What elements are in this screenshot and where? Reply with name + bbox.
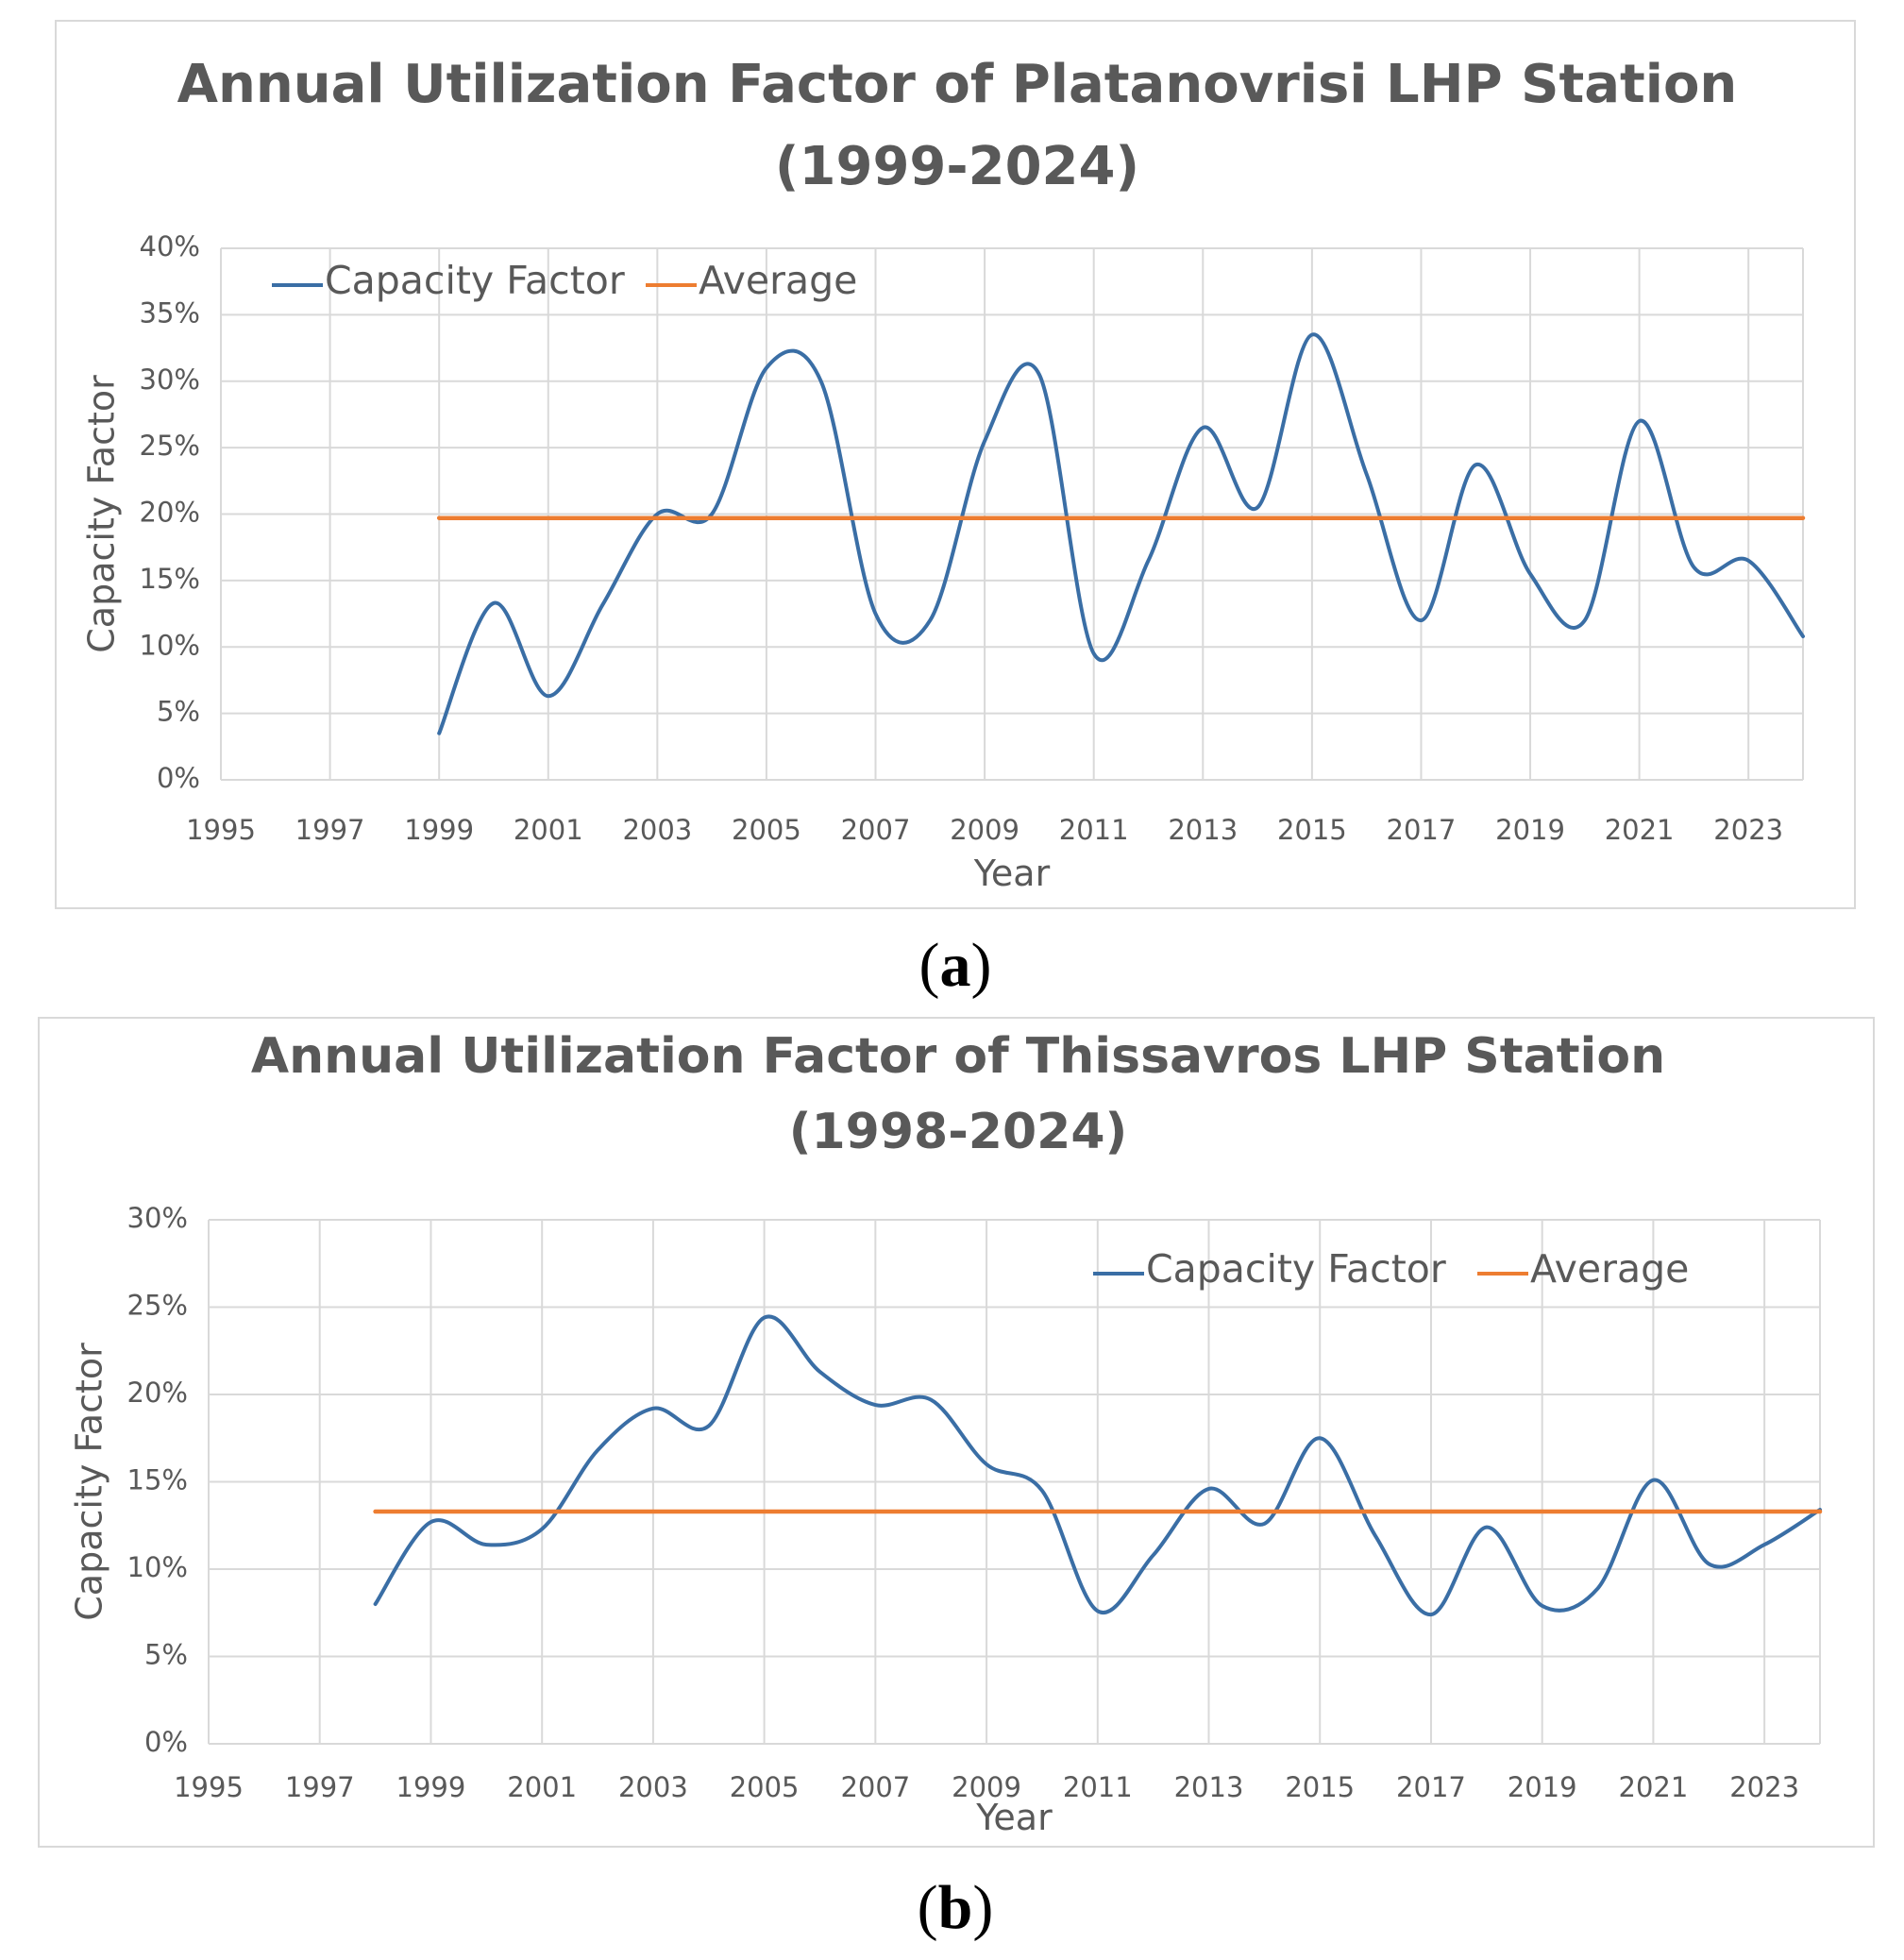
chart-b-y-tick: 20%	[127, 1377, 188, 1409]
chart-a-legend-label: Capacity Factor	[325, 258, 625, 303]
chart-a-x-tick: 2015	[1277, 814, 1347, 846]
chart-b-y-tick: 15%	[127, 1464, 188, 1496]
chart-a-legend-item: Capacity Factor	[272, 258, 625, 303]
chart-a-y-tick: 5%	[157, 696, 200, 728]
chart-b-legend-item: Capacity Factor	[1093, 1246, 1446, 1292]
chart-a-y-tick: 35%	[140, 296, 200, 329]
chart-b-x-tick: 2001	[507, 1771, 577, 1803]
chart-a-y-tick: 40%	[140, 230, 200, 262]
chart-a-series-capacity-factor	[437, 332, 1805, 735]
chart-a-y-tick: 15%	[140, 563, 200, 595]
chart-b-legend-label: Average	[1530, 1246, 1689, 1292]
caption-a-letter: a	[939, 931, 971, 1000]
chart-b-y-tick: 30%	[127, 1202, 188, 1234]
chart-b-y-tick: 5%	[144, 1639, 188, 1671]
chart-a-x-tick: 2021	[1605, 814, 1675, 846]
chart-b-svg: Annual Utilization Factor of Thissavros …	[69, 1028, 1823, 1838]
chart-b-x-tick: 2019	[1508, 1771, 1577, 1803]
chart-b-y-tick: 0%	[144, 1726, 188, 1758]
chart-b-x-tick: 2021	[1619, 1771, 1689, 1803]
chart-a-x-axis-title: Year	[973, 853, 1051, 894]
chart-b-x-tick: 2015	[1285, 1771, 1355, 1803]
chart-a-x-tick: 2007	[841, 814, 911, 846]
chart-b-x-tick: 2005	[730, 1771, 800, 1803]
chart-a-x-tick: 2011	[1059, 814, 1129, 846]
chart-a-x-tick: 2003	[622, 814, 692, 846]
chart-b-legend-item: Average	[1477, 1246, 1689, 1292]
chart-b-title-line2: (1998-2024)	[789, 1104, 1128, 1160]
chart-a-x-tick: 2001	[514, 814, 583, 846]
chart-a-x-tick: 2009	[950, 814, 1019, 846]
chart-a-y-tick: 20%	[140, 497, 200, 529]
chart-a-x-tick: 2017	[1387, 814, 1457, 846]
chart-b-x-tick: 1999	[396, 1771, 466, 1803]
chart-a-legend-label: Average	[699, 258, 857, 303]
caption-b-letter: b	[937, 1873, 973, 1942]
chart-a-x-tick: 1995	[186, 814, 256, 846]
chart-a-x-tick: 2023	[1713, 814, 1783, 846]
chart-a-title-line1: Annual Utilization Factor of Platanovris…	[177, 54, 1738, 115]
chart-b-x-tick: 2013	[1174, 1771, 1244, 1803]
chart-b-y-axis-title: Capacity Factor	[69, 1343, 110, 1621]
chart-b-x-tick: 2011	[1063, 1771, 1133, 1803]
chart-b-x-tick: 2003	[618, 1771, 688, 1803]
chart-a-title-line2: (1999-2024)	[775, 136, 1139, 197]
chart-b-legend-label: Capacity Factor	[1146, 1246, 1446, 1292]
chart-b-y-tick: 10%	[127, 1551, 188, 1583]
chart-a-x-tick: 2019	[1495, 814, 1565, 846]
chart-b-x-tick: 1997	[285, 1771, 355, 1803]
chart-a-y-tick: 25%	[140, 430, 200, 462]
chart-a-svg: Annual Utilization Factor of Platanovris…	[81, 54, 1806, 894]
caption-a: (a)	[918, 931, 992, 1000]
caption-b: (b)	[917, 1873, 994, 1942]
chart-b-x-tick: 2023	[1729, 1771, 1799, 1803]
chart-a-x-tick: 2005	[732, 814, 801, 846]
chart-b-series-capacity-factor	[373, 1314, 1822, 1617]
chart-a-x-tick: 1997	[295, 814, 365, 846]
chart-panel-b: Annual Utilization Factor of Thissavros …	[38, 1017, 1875, 1848]
chart-panel-a: Annual Utilization Factor of Platanovris…	[55, 20, 1856, 909]
chart-b-x-tick: 1995	[174, 1771, 244, 1803]
chart-a-y-tick: 30%	[140, 363, 200, 396]
chart-a-legend-item: Average	[646, 258, 857, 303]
chart-a-y-axis-title: Capacity Factor	[81, 375, 123, 653]
chart-a-x-tick: 1999	[404, 814, 474, 846]
chart-b-x-axis-title: Year	[975, 1797, 1053, 1838]
chart-b-x-tick: 2007	[840, 1771, 910, 1803]
chart-b-y-tick: 25%	[127, 1290, 188, 1322]
chart-a-y-tick: 0%	[157, 762, 200, 794]
chart-a-y-tick: 10%	[140, 629, 200, 661]
chart-a-x-tick: 2013	[1168, 814, 1238, 846]
chart-b-x-tick: 2017	[1396, 1771, 1466, 1803]
chart-b-title-line1: Annual Utilization Factor of Thissavros …	[251, 1028, 1665, 1085]
chart-b-x-tick: 2009	[952, 1771, 1021, 1803]
